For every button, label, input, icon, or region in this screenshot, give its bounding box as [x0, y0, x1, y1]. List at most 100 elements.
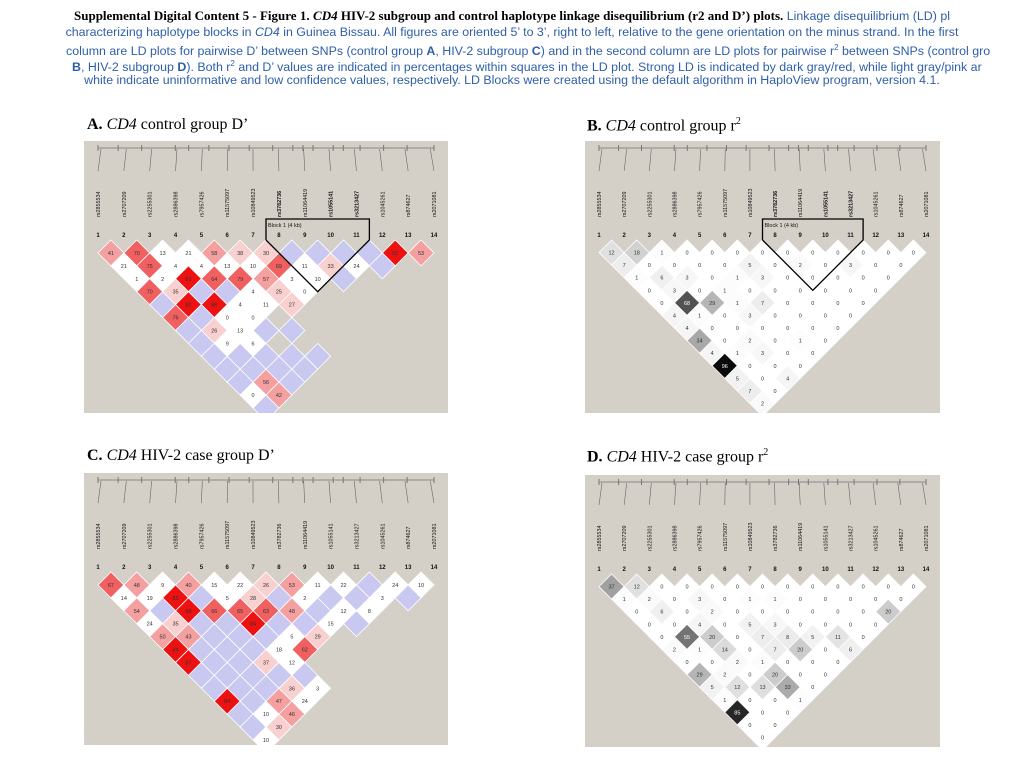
ld-cell-value: 13: [759, 685, 765, 691]
snp-number-label: 2: [122, 565, 126, 571]
ld-cell-value: 0: [736, 610, 739, 616]
ld-cell-value: 21: [121, 264, 127, 270]
ld-cell-value: 5: [748, 263, 751, 269]
ld-cell-value: 0: [799, 622, 802, 628]
ld-cell-value: 70: [147, 290, 153, 296]
snp-connector: [623, 482, 627, 506]
ld-cell-value: 0: [723, 622, 726, 628]
ld-cell-value: 24: [302, 699, 308, 705]
caption-gene: CD4: [254, 25, 280, 39]
ld-cell-value: 6: [660, 610, 663, 616]
ld-cell-value: 3: [761, 276, 764, 282]
snp-name-label: rs2071081: [924, 192, 930, 217]
snp-connector: [175, 148, 178, 172]
snp-name-label: rs2707209: [122, 524, 128, 549]
ld-cell: [342, 610, 370, 638]
snp-name-label: rs2255301: [647, 192, 653, 217]
snp-name-label: rs11575097: [723, 523, 729, 551]
snp-connector: [623, 148, 627, 172]
ld-cell-value: 7: [761, 301, 764, 307]
snp-name-label: rs3213427: [354, 524, 360, 549]
ld-cell-value: 10: [263, 738, 269, 744]
ld-cell-value: 2: [748, 339, 751, 345]
snp-name-label: rs10849523: [748, 189, 754, 217]
snp-name-label: rs2071081: [924, 526, 930, 551]
ld-cell-value: 46: [289, 712, 295, 718]
ld-cell-value: 0: [252, 316, 255, 322]
caption-text: , HIV-2 subgroup: [435, 44, 532, 59]
snp-number-label: 7: [748, 233, 752, 239]
ld-cell-value: 5: [811, 635, 814, 641]
ld-cell-value: 0: [811, 660, 814, 666]
ld-cell-value: 1: [774, 597, 777, 603]
panel-label: HIV-2 case group r: [636, 448, 764, 466]
ld-cell: [749, 724, 776, 747]
ld-cell-value: 96: [722, 364, 728, 370]
ld-cell-value: 0: [711, 326, 714, 332]
caption-text: column are LD plots for pairwise D’ betw…: [66, 44, 427, 59]
ld-cell-value: 0: [761, 736, 764, 742]
ld-cell-value: 0: [648, 288, 651, 294]
ld-cell: [407, 239, 435, 267]
snp-name-label: rs2255301: [647, 526, 653, 551]
ld-cell-value: 67: [108, 583, 114, 589]
panel-title-b: B. CD4 control group r2: [587, 116, 741, 135]
ld-cell-value: 8: [368, 609, 371, 615]
ld-plot-d: rs2855534 1 rs2707209 2 rs2255301 3 rs2886398 4…: [585, 475, 940, 747]
ld-cell-value: 0: [824, 263, 827, 269]
ld-cell-value: 0: [761, 710, 764, 716]
snp-connector: [149, 480, 152, 504]
ld-cell-value: 64: [211, 277, 217, 283]
ld-block-outline: [761, 218, 864, 292]
panel-label: HIV-2 case group D’: [136, 447, 275, 464]
snp-number-label: 6: [226, 565, 230, 571]
ld-cell-value: 0: [761, 251, 764, 257]
ld-cell-value: 26: [211, 328, 217, 334]
snp-number-label: 6: [723, 233, 727, 239]
snp-number-label: 14: [431, 565, 438, 571]
snp-name-label: rs1045261: [874, 526, 880, 551]
ld-cell-value: 1: [736, 301, 739, 307]
ld-cell-value: 0: [811, 585, 814, 591]
snp-number-label: 13: [405, 565, 412, 571]
ld-cell-value: 0: [736, 251, 739, 257]
snp-name-label: rs2707209: [122, 192, 128, 217]
ld-cell-value: 0: [686, 660, 689, 666]
ld-cell-value: 0: [862, 301, 865, 307]
snp-name-label: rs3213427: [849, 526, 855, 551]
ld-cell-value: 8: [786, 635, 789, 641]
ld-cell: [252, 726, 280, 745]
snp-number-label: 10: [822, 233, 829, 239]
panel-gene: CD4: [606, 448, 637, 466]
snp-connector: [872, 482, 876, 506]
snp-connector: [798, 482, 801, 506]
snp-connector: [649, 482, 652, 506]
ld-cell-value: 0: [836, 251, 839, 257]
ld-cell-value: 0: [698, 263, 701, 269]
ld-cell-value: 88: [185, 609, 191, 615]
ld-cell-value: 84: [250, 622, 256, 628]
caption-text: and D’ values are indicated in percentag…: [234, 60, 982, 75]
caption-line1-tail: Linkage disequilibrium (LD) pl: [786, 9, 950, 23]
ld-cell-value: 53: [418, 251, 424, 257]
ld-cell-value: 24: [392, 583, 398, 589]
ld-cell-value: 10: [418, 583, 424, 589]
snp-number-label: 2: [622, 233, 626, 239]
ld-cell-value: 1: [736, 276, 739, 282]
ld-cell-value: 87: [185, 660, 191, 666]
snp-connector: [328, 148, 331, 172]
ld-cell-value: 33: [328, 264, 334, 270]
ld-block-outline: [265, 218, 371, 293]
snp-number-label: 12: [872, 567, 879, 573]
ld-cell-value: 0: [862, 610, 865, 616]
ld-cell-value: 37: [263, 660, 269, 666]
ld-cell-value: 14: [722, 647, 728, 653]
ld-cell-value: 2: [303, 596, 306, 602]
ld-cell-value: 0: [736, 635, 739, 641]
ld-cell-value: 0: [748, 723, 751, 729]
snp-connector: [303, 148, 306, 172]
ld-cell-value: 0: [836, 610, 839, 616]
ld-cell-value: 35: [172, 622, 178, 628]
ld-cell-value: 0: [887, 276, 890, 282]
snp-name-label: rs10849523: [251, 189, 257, 217]
